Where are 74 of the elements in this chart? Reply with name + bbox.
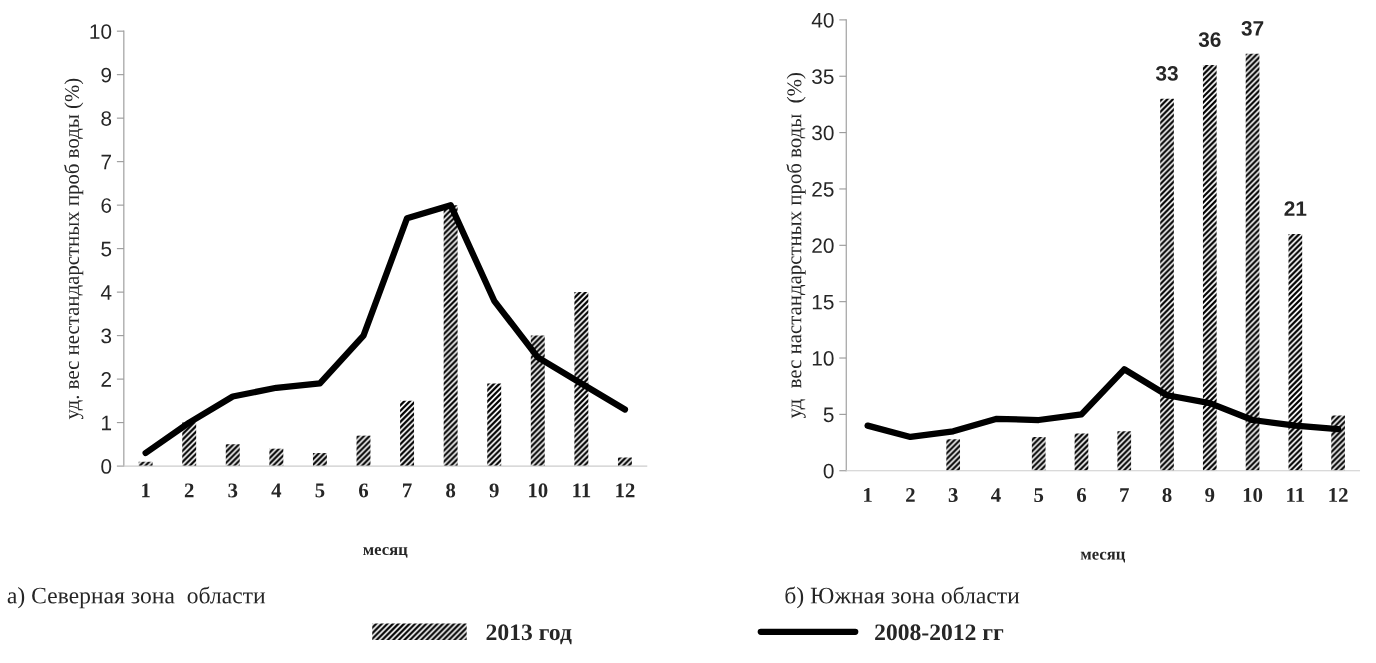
y-tick-label: 4 — [100, 285, 112, 300]
x-tick-label: 8 — [1162, 488, 1172, 503]
text: б) Южная зона области — [785, 586, 1020, 609]
bar — [269, 448, 284, 467]
x-tick-label: 9 — [1205, 488, 1215, 503]
bar — [1117, 431, 1132, 471]
x-tick-label: 10 — [529, 483, 548, 498]
y-tick-label: 7 — [101, 154, 111, 170]
y-tick-label: 20 — [812, 238, 834, 254]
y-tick-label: 40 — [811, 12, 834, 28]
x-axis-title: месяц — [1080, 551, 1126, 563]
y-tick-label: 6 — [101, 198, 112, 213]
x-tick-label: 10 — [1243, 488, 1263, 503]
y-tick-label: 5 — [101, 241, 112, 257]
x-tick-label: 4 — [271, 483, 282, 498]
x-tick-label: 4 — [991, 488, 1001, 502]
bar — [443, 205, 458, 467]
y-tick-label: 5 — [823, 407, 834, 423]
x-tick-label: 5 — [1034, 488, 1044, 503]
bar — [617, 457, 632, 467]
bar — [487, 383, 502, 467]
data-label: 33 — [1155, 66, 1178, 81]
y-tick-label: 10 — [90, 24, 112, 39]
y-axis-title: уд. вес нестандарстных проб воды (%) — [63, 78, 84, 420]
y-tick-label: 0 — [101, 459, 112, 474]
y-tick-label: 35 — [812, 69, 834, 84]
bar — [1202, 64, 1217, 471]
legend-label: 2008-2012 гг — [875, 624, 1004, 641]
y-tick-label: 3 — [101, 328, 112, 344]
y-tick-label: 8 — [101, 111, 112, 126]
data-label: 21 — [1284, 201, 1307, 216]
y-tick-label: 2 — [101, 372, 111, 387]
x-tick-label: 8 — [446, 483, 456, 498]
x-tick-label: 9 — [489, 483, 499, 498]
bar — [1160, 98, 1174, 471]
x-tick-label: 5 — [315, 483, 325, 498]
x-tick-label: 12 — [616, 483, 635, 498]
y-tick-label: 1 — [102, 415, 112, 431]
bar — [1031, 436, 1046, 471]
y-tick-label: 9 — [101, 67, 112, 83]
x-tick-label: 12 — [1329, 488, 1348, 502]
bar — [225, 444, 240, 467]
x-tick-label: 2 — [906, 488, 915, 502]
data-label: 36 — [1198, 32, 1221, 47]
y-tick-label: 10 — [812, 351, 834, 366]
x-tick-label: 7 — [403, 483, 412, 498]
x-tick-label: 2 — [184, 483, 194, 498]
text: а) Северная зона области — [7, 586, 266, 609]
y-tick-label: 25 — [812, 181, 834, 197]
x-tick-label: 6 — [359, 483, 369, 498]
x-tick-label: 3 — [228, 483, 238, 498]
bar — [1288, 234, 1303, 471]
x-tick-label: 3 — [948, 488, 958, 503]
y-axis-title: уд вес настандарстных проб воды (%) — [786, 73, 806, 419]
y-tick-label: 0 — [823, 463, 834, 479]
x-tick-label: 6 — [1076, 488, 1087, 503]
bar — [530, 335, 545, 467]
x-tick-label: 11 — [1287, 488, 1305, 502]
bar — [312, 453, 327, 467]
x-tick-label: 1 — [864, 488, 872, 502]
y-tick-label: 30 — [812, 125, 834, 141]
bar — [574, 292, 589, 467]
x-tick-label: 1 — [142, 483, 150, 498]
legend-label: 2013 год — [486, 624, 572, 645]
data-label: 37 — [1241, 20, 1264, 36]
x-axis-title: месяц — [363, 547, 408, 558]
x-tick-label: 7 — [1120, 488, 1129, 502]
bar — [400, 400, 415, 467]
bar — [1074, 433, 1089, 471]
bar — [1245, 53, 1260, 471]
x-tick-label: 11 — [573, 483, 591, 498]
y-tick-label: 15 — [812, 294, 834, 310]
bar — [946, 439, 961, 471]
bar — [1331, 415, 1345, 471]
